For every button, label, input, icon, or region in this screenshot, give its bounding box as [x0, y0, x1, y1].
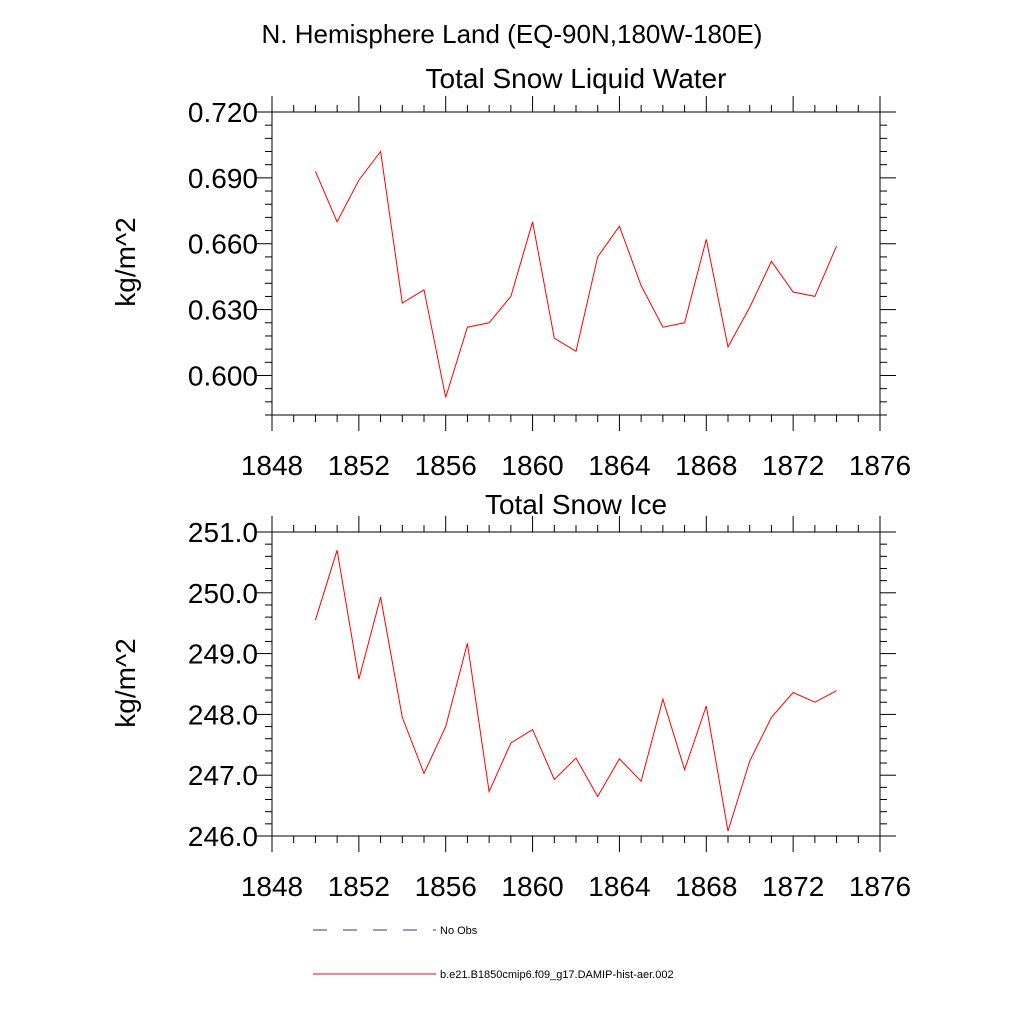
x-tick-label: 1868 — [675, 450, 737, 481]
y-tick-label: 250.0 — [188, 578, 258, 609]
chart-title-ice: Total Snow Ice — [485, 489, 667, 520]
y-axis-label-liquid: kg/m^2 — [110, 217, 141, 306]
x-tick-label: 1856 — [415, 871, 477, 902]
x-tick-label: 1856 — [415, 450, 477, 481]
y-tick-label: 0.690 — [188, 163, 258, 194]
region-title: N. Hemisphere Land (EQ-90N,180W-180E) — [262, 19, 763, 49]
y-tick-label: 246.0 — [188, 821, 258, 852]
x-tick-label: 1860 — [501, 450, 563, 481]
y-axis-label-ice: kg/m^2 — [110, 638, 141, 727]
y-tick-label: 0.630 — [188, 295, 258, 326]
x-tick-label: 1876 — [849, 871, 911, 902]
x-tick-label: 1848 — [241, 450, 303, 481]
x-tick-label: 1864 — [588, 871, 650, 902]
x-tick-label: 1848 — [241, 871, 303, 902]
x-tick-label: 1860 — [501, 871, 563, 902]
x-tick-label: 1864 — [588, 450, 650, 481]
panel-snow-ice: Total Snow Ice kg/m^2 1848 1852 1856 1860 18… — [110, 489, 911, 902]
y-tick-label: 0.600 — [188, 360, 258, 391]
x-tick-label: 1872 — [762, 450, 824, 481]
series-line — [314, 550, 837, 832]
series-line — [314, 150, 838, 398]
y-tick-label: 0.720 — [188, 97, 258, 128]
x-tick-label: 1852 — [328, 450, 390, 481]
plot-area-ice: 1848 1852 1856 1860 1864 1868 1872 1876 246.0 247… — [188, 516, 911, 902]
x-tick-label: 1872 — [762, 871, 824, 902]
chart-title-liquid: Total Snow Liquid Water — [426, 63, 727, 94]
y-tick-label: 248.0 — [188, 699, 258, 730]
legend-series-label: b.e21.B1850cmip6.f09_g17.DAMIP-hist-aer.… — [440, 969, 674, 981]
plot-area-liquid: 1848 1852 1856 1860 1864 1868 1872 1876 0.600 0.6… — [188, 96, 911, 481]
legend-no-obs-label: No Obs — [440, 925, 478, 937]
x-tick-label: 1868 — [675, 871, 737, 902]
y-tick-label: 247.0 — [188, 760, 258, 791]
y-tick-label: 249.0 — [188, 639, 258, 670]
panel-snow-liquid-water: Total Snow Liquid Water kg/m^2 1848 1852 1… — [110, 63, 911, 481]
x-tick-label: 1876 — [849, 450, 911, 481]
plot-frame — [271, 111, 881, 416]
y-tick-label: 0.660 — [188, 229, 258, 260]
x-tick-label: 1852 — [328, 871, 390, 902]
legend: No Obs b.e21.B1850cmip6.f09_g17.DAMIP-hi… — [313, 925, 674, 981]
y-tick-label: 251.0 — [188, 517, 258, 548]
plot-frame — [271, 531, 881, 837]
